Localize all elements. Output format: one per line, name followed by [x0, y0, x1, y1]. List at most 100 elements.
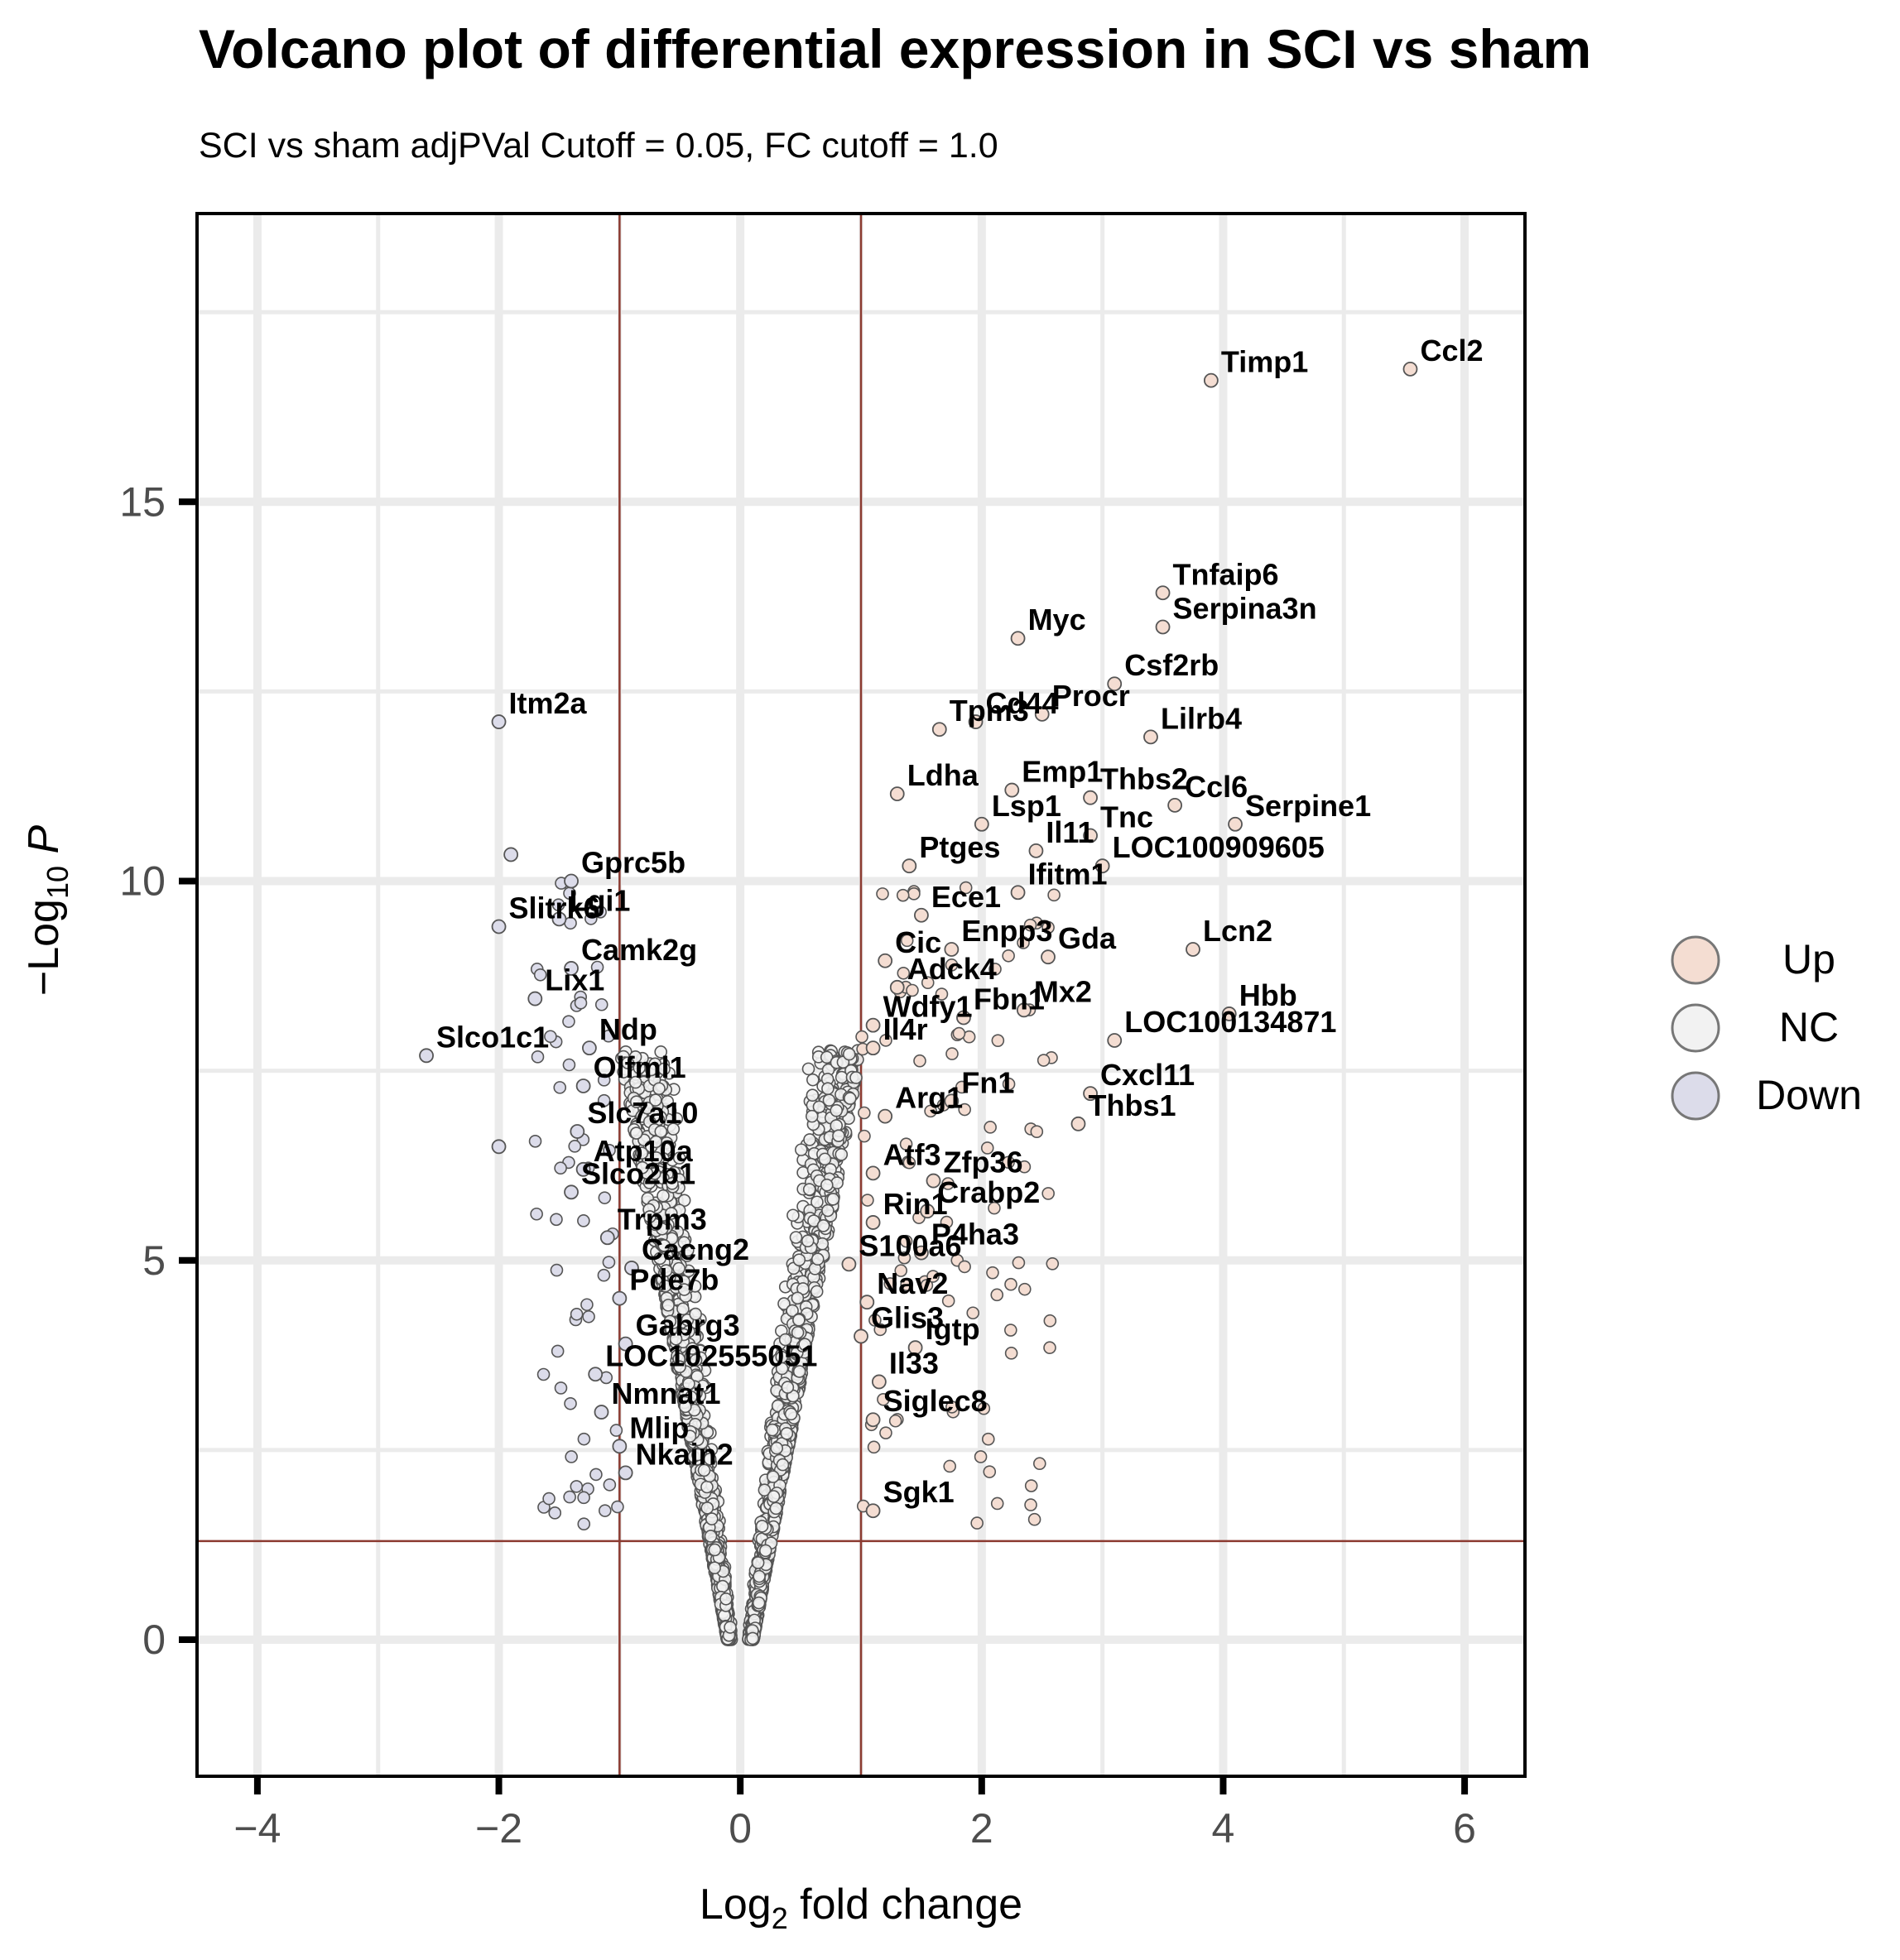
up-gene-point: [907, 887, 921, 901]
gene-label-ptges: Ptges: [919, 830, 1000, 864]
gene-label-il11: Il11: [1046, 815, 1094, 849]
gene-point-cic: [878, 953, 893, 968]
gene-point: [786, 1208, 800, 1223]
up-gene-point: [941, 1177, 955, 1190]
gene-point: [826, 1193, 840, 1206]
y-axis-title-subscript: 10: [41, 866, 75, 899]
down-gene-point: [594, 997, 608, 1011]
gene-point-lix1: [527, 991, 543, 1006]
gene-label-zfp36: Zfp36: [943, 1146, 1022, 1179]
down-gene-point: [611, 1500, 624, 1514]
up-gene-point: [955, 1080, 969, 1094]
down-gene-point: [580, 1298, 594, 1312]
up-gene-point: [896, 888, 910, 902]
down-gene-point: [589, 1468, 603, 1482]
gene-point: [818, 1152, 832, 1166]
up-gene-point: [924, 1104, 937, 1118]
gene-point: [801, 1234, 815, 1248]
gene-point: [657, 1062, 671, 1076]
gene-point: [654, 1125, 668, 1138]
up-gene-point: [897, 966, 911, 980]
up-gene-point: [980, 1141, 994, 1155]
gene-point-atf3: [865, 1165, 881, 1181]
down-gene-point: [551, 1344, 565, 1358]
gene-point: [792, 1365, 806, 1378]
gene-point-nkain2: [618, 1465, 633, 1481]
gene-label-loc100134871: LOC100134871: [1124, 1005, 1336, 1039]
gene-point-itm2a: [491, 714, 507, 729]
down-gene-point: [577, 1214, 590, 1227]
up-gene-point: [900, 1278, 913, 1291]
x-tick-label: −2: [475, 1805, 522, 1852]
chart-title: Volcano plot of differential expression …: [199, 18, 1591, 79]
gene-point: [652, 1082, 666, 1096]
down-gene-point: [598, 1191, 612, 1204]
gene-label-thbs1: Thbs1: [1088, 1088, 1176, 1122]
gene-label-ldha: Ldha: [907, 758, 979, 792]
gene-point: [751, 1556, 765, 1569]
gene-label-trpm3: Trpm3: [618, 1202, 707, 1236]
down-gene-point: [597, 1093, 611, 1107]
up-gene-point: [1024, 1479, 1038, 1492]
up-gene-point: [902, 1155, 916, 1170]
legend-label-nc: NC: [1779, 1004, 1839, 1050]
gene-label-loc100909605: LOC100909605: [1113, 830, 1325, 864]
gene-point-serpina3n: [1155, 619, 1171, 635]
gene-point-thbs2: [1083, 790, 1098, 805]
down-gene-point: [590, 960, 604, 974]
up-gene-point: [867, 1440, 881, 1454]
y-tick-label: 10: [119, 858, 166, 905]
gene-point: [697, 1463, 711, 1477]
gene-point-lcn2: [1186, 942, 1200, 957]
gene-label-lcn2: Lcn2: [1203, 914, 1272, 948]
gene-label-itm2a: Itm2a: [509, 686, 588, 720]
y-axis-title: −Log10 P: [20, 825, 75, 997]
down-gene-point: [565, 1450, 578, 1463]
up-gene-point: [986, 1266, 999, 1280]
gene-point: [842, 1047, 856, 1061]
down-gene-point: [582, 1309, 595, 1323]
gene-label-emp1: Emp1: [1022, 755, 1103, 789]
gene-point: [803, 1133, 816, 1146]
gene-point: [812, 1100, 826, 1114]
down-gene-point: [550, 1263, 564, 1277]
gene-point-ece1: [914, 907, 929, 923]
y-tick-label: 5: [142, 1237, 166, 1284]
y-axis-title-log: −Log: [20, 899, 68, 996]
gene-label-fn1: Fn1: [961, 1065, 1014, 1099]
up-gene-point: [876, 887, 889, 901]
y-tick-label: 15: [119, 478, 166, 525]
gene-point-il11: [1028, 843, 1044, 858]
gene-point: [784, 1407, 798, 1421]
down-gene-point: [609, 1424, 623, 1437]
gene-label-ece1: Ece1: [931, 880, 1001, 914]
gene-point: [659, 1264, 673, 1277]
down-gene-point: [530, 1207, 543, 1221]
gene-label-cacng2: Cacng2: [642, 1232, 749, 1266]
gene-point: [769, 1501, 783, 1516]
gene-label-serpine1: Serpine1: [1245, 789, 1371, 823]
gene-point: [806, 1088, 820, 1102]
up-gene-point: [883, 1277, 897, 1290]
gene-point: [798, 1338, 811, 1351]
legend-key-down: [1671, 1071, 1720, 1121]
gene-point: [677, 1283, 691, 1296]
x-tick-label: 2: [970, 1805, 993, 1852]
gene-point: [716, 1579, 729, 1593]
up-gene-point: [913, 1054, 926, 1068]
gene-point: [791, 1291, 805, 1305]
down-gene-point: [577, 1517, 591, 1531]
gene-point: [685, 1342, 700, 1355]
gene-point: [777, 1297, 791, 1310]
gene-point: [719, 1592, 733, 1606]
gene-point: [844, 1092, 857, 1105]
up-gene-point: [1017, 1160, 1032, 1174]
up-gene-point: [1017, 936, 1030, 949]
up-gene-point: [1023, 918, 1037, 932]
gene-point-slco2b1: [564, 1184, 579, 1200]
x-axis-title-subscript: 2: [772, 1901, 788, 1935]
gene-point-siglec8: [865, 1412, 881, 1428]
cutoff-lines: [197, 214, 1525, 1776]
up-gene-point: [1004, 1323, 1017, 1337]
up-gene-point: [988, 1201, 1001, 1215]
